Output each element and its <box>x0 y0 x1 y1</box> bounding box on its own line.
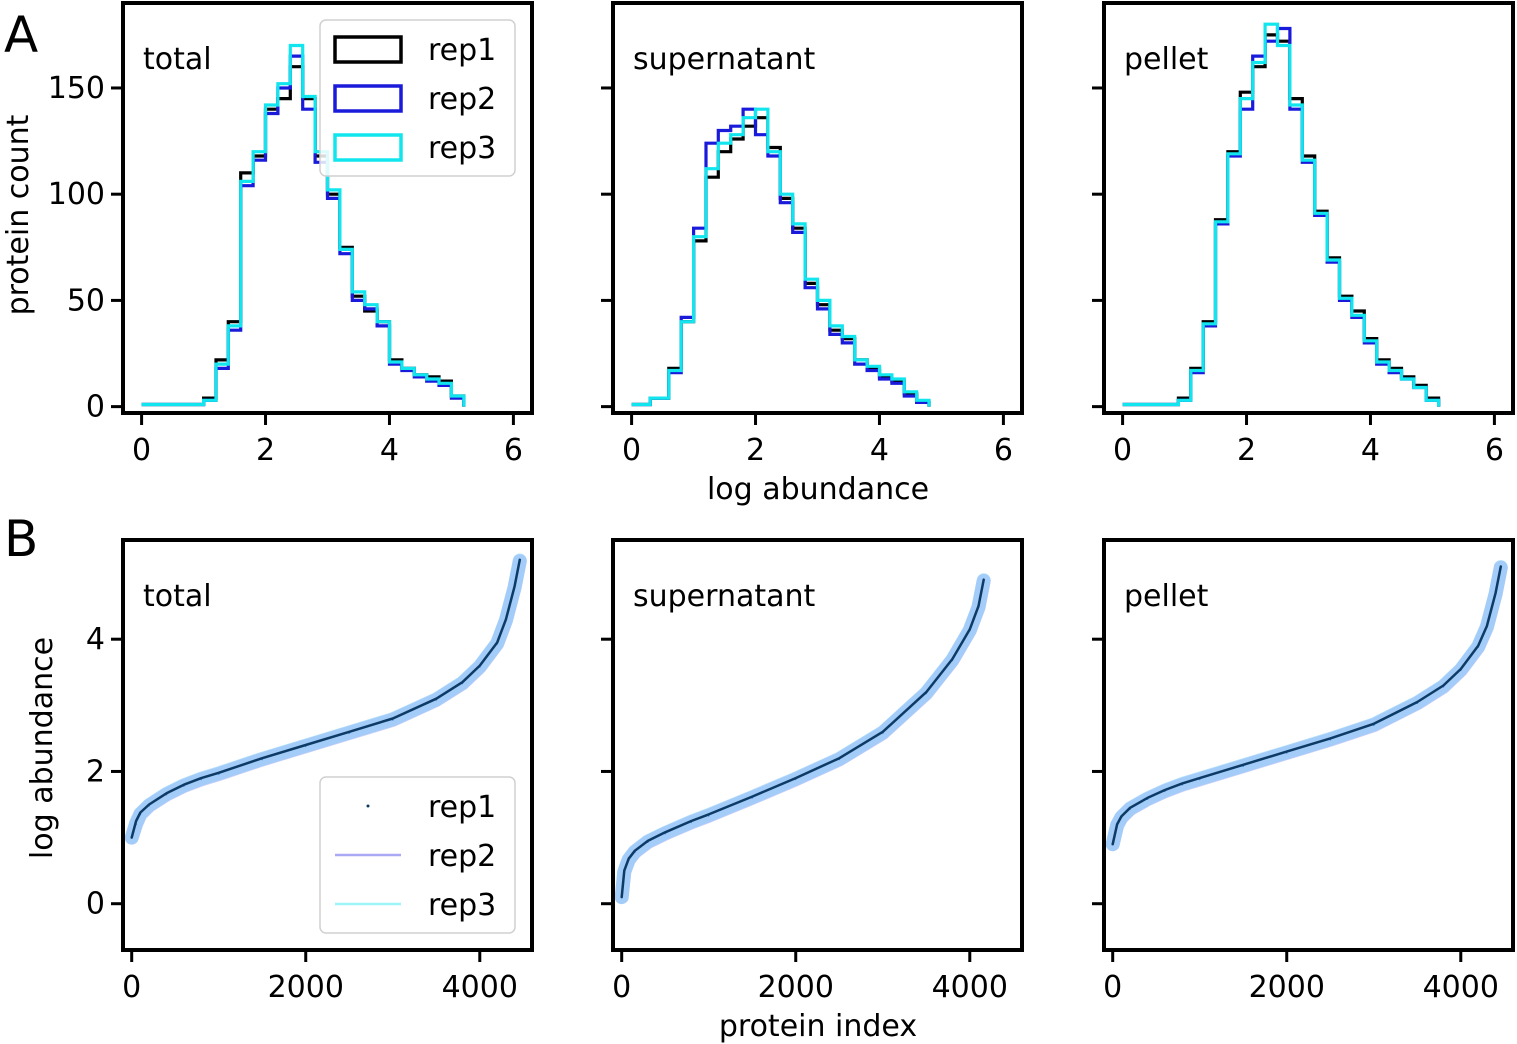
y-tick-label: 0 <box>86 390 105 425</box>
row-a-xlabel: log abundance <box>707 472 929 507</box>
legend-swatch-rep1 <box>333 35 403 64</box>
series-rep2-line <box>614 574 991 905</box>
x-tick-label: 6 <box>504 433 523 468</box>
y-tick-label: 0 <box>86 887 105 922</box>
panel-3: pellet 0 2 4 6 <box>1092 1 1515 468</box>
panel-5: supernatant 0 2000 4000 <box>601 538 1024 1005</box>
plot-area <box>631 107 931 407</box>
axes-frame <box>611 1 1024 415</box>
x-tick-label: 4 <box>1361 433 1380 468</box>
axes-frame <box>611 538 1024 952</box>
x-tick-label: 6 <box>994 433 1013 468</box>
row-b-ylabel: log abundance <box>25 637 60 859</box>
panel-title: total <box>143 579 212 614</box>
legend-label-rep2: rep2 <box>428 839 496 874</box>
legend-label-rep3: rep3 <box>428 131 496 166</box>
plot-area <box>614 573 991 905</box>
legend-label-rep1: rep1 <box>428 790 496 825</box>
panel-1: total 0 2 4 6 0 50 100 150 <box>48 1 534 468</box>
series-rep3-step <box>631 107 931 407</box>
x-tick-label: 0 <box>1103 970 1122 1005</box>
legend-b: rep1 rep2 rep3 <box>319 776 516 934</box>
panel-title: pellet <box>1124 42 1209 77</box>
row-b-xlabel: protein index <box>719 1009 917 1044</box>
x-tick-label: 4000 <box>932 970 1008 1005</box>
panel-6: pellet 0 2000 4000 <box>1092 538 1515 1005</box>
x-tick-label: 2000 <box>758 970 834 1005</box>
plot-area <box>124 553 527 845</box>
y-tick-label: 2 <box>86 754 105 789</box>
x-tick-label: 2 <box>256 433 275 468</box>
panel-4: total 0 2000 4000 0 2 4 <box>86 538 534 1005</box>
y-tick-label: 150 <box>48 71 105 106</box>
x-tick-label: 2000 <box>268 970 344 1005</box>
panels: total 0 2 4 6 0 50 100 150 supernatant 0 2 4 6 pellet 0… <box>48 1 1515 1005</box>
legend-swatch-rep2 <box>333 84 403 113</box>
x-tick-label: 0 <box>122 970 141 1005</box>
x-tick-label: 0 <box>132 433 151 468</box>
y-tick-label: 100 <box>48 177 105 212</box>
x-tick-label: 0 <box>1113 433 1132 468</box>
plot-area <box>1105 560 1508 852</box>
x-tick-label: 4000 <box>442 970 518 1005</box>
legend-swatch-rep3 <box>333 133 403 162</box>
plot-area <box>1122 22 1441 407</box>
x-tick-label: 4 <box>870 433 889 468</box>
panel-label-a: A <box>4 6 38 64</box>
series-rep1-line <box>620 578 985 899</box>
series-rep3-line <box>614 573 991 905</box>
legend-a: rep1 rep2 rep3 <box>319 19 516 177</box>
legend-swatch-rep1 <box>366 804 370 808</box>
panel-title: total <box>143 42 212 77</box>
x-tick-label: 2000 <box>1249 970 1325 1005</box>
axes-frame <box>121 538 534 952</box>
x-tick-label: 6 <box>1485 433 1504 468</box>
series-rep2-step <box>1122 26 1441 407</box>
axes-frame <box>1102 1 1515 415</box>
x-tick-label: 4000 <box>1423 970 1499 1005</box>
series-rep1-line <box>130 558 522 839</box>
row-a-ylabel: protein count <box>1 114 36 315</box>
panel-label-b: B <box>4 510 38 568</box>
legend-box <box>319 776 516 934</box>
x-tick-label: 0 <box>612 970 631 1005</box>
panel-title: supernatant <box>633 42 816 77</box>
axes-frame <box>121 1 534 415</box>
x-tick-label: 2 <box>1237 433 1256 468</box>
series-rep3-step <box>1122 22 1441 407</box>
legend-label-rep1: rep1 <box>428 33 496 68</box>
y-tick-label: 4 <box>86 622 105 657</box>
axes-frame <box>1102 538 1515 952</box>
panel-2: supernatant 0 2 4 6 <box>601 1 1024 468</box>
x-tick-label: 4 <box>380 433 399 468</box>
legend-box <box>319 19 516 177</box>
legend-label-rep3: rep3 <box>428 888 496 923</box>
series-rep1-step <box>1122 33 1441 407</box>
panel-title: pellet <box>1124 579 1209 614</box>
legend-label-rep2: rep2 <box>428 82 496 117</box>
x-tick-label: 0 <box>622 433 641 468</box>
y-tick-label: 50 <box>67 283 105 318</box>
x-tick-label: 2 <box>746 433 765 468</box>
series-rep1-line <box>1111 565 1503 846</box>
panel-title: supernatant <box>633 579 816 614</box>
